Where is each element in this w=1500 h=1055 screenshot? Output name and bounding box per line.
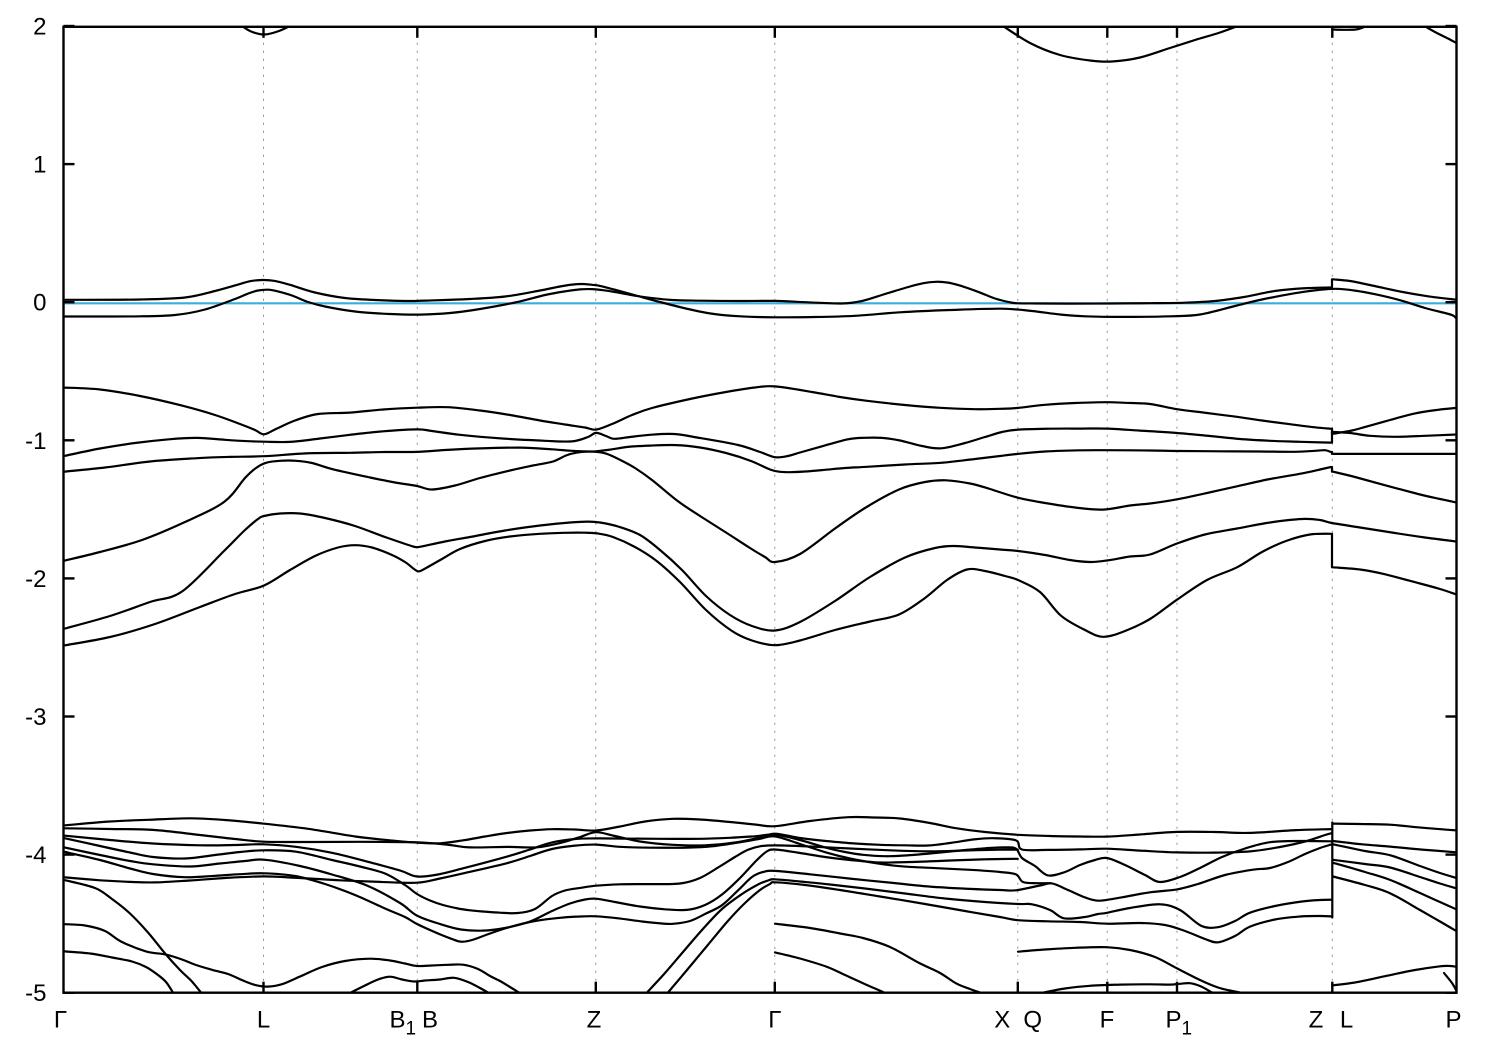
svg-text:Z: Z	[587, 1007, 602, 1034]
svg-text:0: 0	[33, 290, 46, 317]
svg-text:L: L	[257, 1007, 270, 1034]
svg-text:B: B	[422, 1007, 438, 1034]
svg-text:-4: -4	[25, 842, 46, 869]
svg-text:-5: -5	[25, 980, 46, 1007]
svg-text:X: X	[994, 1007, 1010, 1034]
svg-text:Γ: Γ	[768, 1007, 781, 1034]
svg-text:1: 1	[33, 152, 46, 179]
svg-text:P: P	[1445, 1007, 1461, 1034]
svg-text:Q: Q	[1023, 1007, 1042, 1034]
svg-text:Γ: Γ	[54, 1007, 67, 1034]
svg-text:2: 2	[33, 14, 46, 41]
svg-text:-1: -1	[25, 428, 46, 455]
svg-text:Z: Z	[1309, 1007, 1324, 1034]
svg-text:F: F	[1100, 1007, 1115, 1034]
svg-text:-3: -3	[25, 704, 46, 731]
svg-text:-2: -2	[25, 566, 46, 593]
svg-text:L: L	[1340, 1007, 1353, 1034]
